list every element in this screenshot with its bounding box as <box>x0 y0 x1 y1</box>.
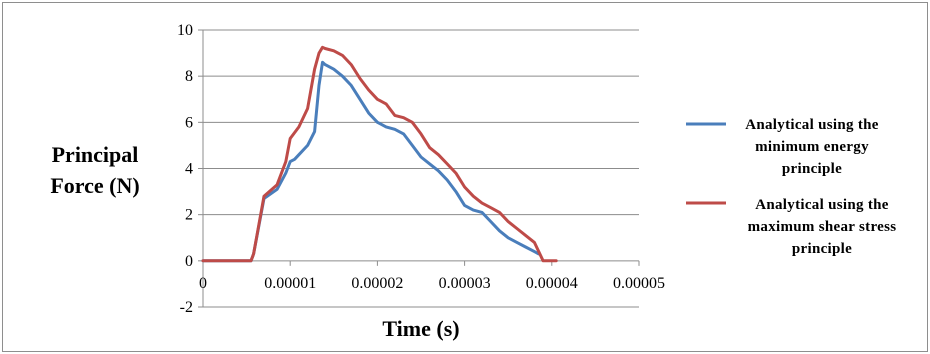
gridlines <box>203 29 639 308</box>
x-tick-label: 0.00001 <box>264 275 316 292</box>
x-tick-label: 0.00004 <box>526 275 578 292</box>
y-tick-label: 2 <box>185 207 193 224</box>
y-tick-label: 6 <box>185 114 193 131</box>
legend-label-series-1-line-3: principle <box>782 161 842 177</box>
y-tick-label: 4 <box>185 161 193 178</box>
legend-label-series-1-line-2: minimum energy <box>755 139 869 155</box>
series-line-2 <box>201 45 558 263</box>
y-tick-label: 0 <box>185 253 193 270</box>
y-axis-title-line-1: Principal <box>52 142 139 167</box>
x-tick-label: 0 <box>199 275 207 292</box>
x-tick-label: 0.00002 <box>351 275 403 292</box>
series-lines <box>201 45 558 263</box>
legend-label-series-2-line-1: Analytical using the <box>755 197 889 213</box>
legend-label-series-2-line-2: maximum shear stress <box>748 219 897 235</box>
x-axis-title: Time (s) <box>382 316 459 341</box>
y-tick-label: 8 <box>185 68 193 85</box>
series-line-1 <box>201 60 541 263</box>
x-tick-label: 0.00005 <box>613 275 665 292</box>
legend: Analytical using the minimum energy prin… <box>686 117 896 257</box>
y-axis-title-line-2: Force (N) <box>50 173 139 198</box>
x-tick-label: 0.00003 <box>439 275 491 292</box>
legend-label-series-2-line-3: principle <box>792 241 852 257</box>
tick-labels: -2 0 2 4 6 8 10 0 0.00001 0.00002 0.00003 0.00004 0.… <box>177 22 665 316</box>
y-tick-label: -2 <box>180 299 193 316</box>
legend-label-series-1-line-1: Analytical using the <box>745 117 879 133</box>
y-tick-label: 10 <box>177 22 193 39</box>
